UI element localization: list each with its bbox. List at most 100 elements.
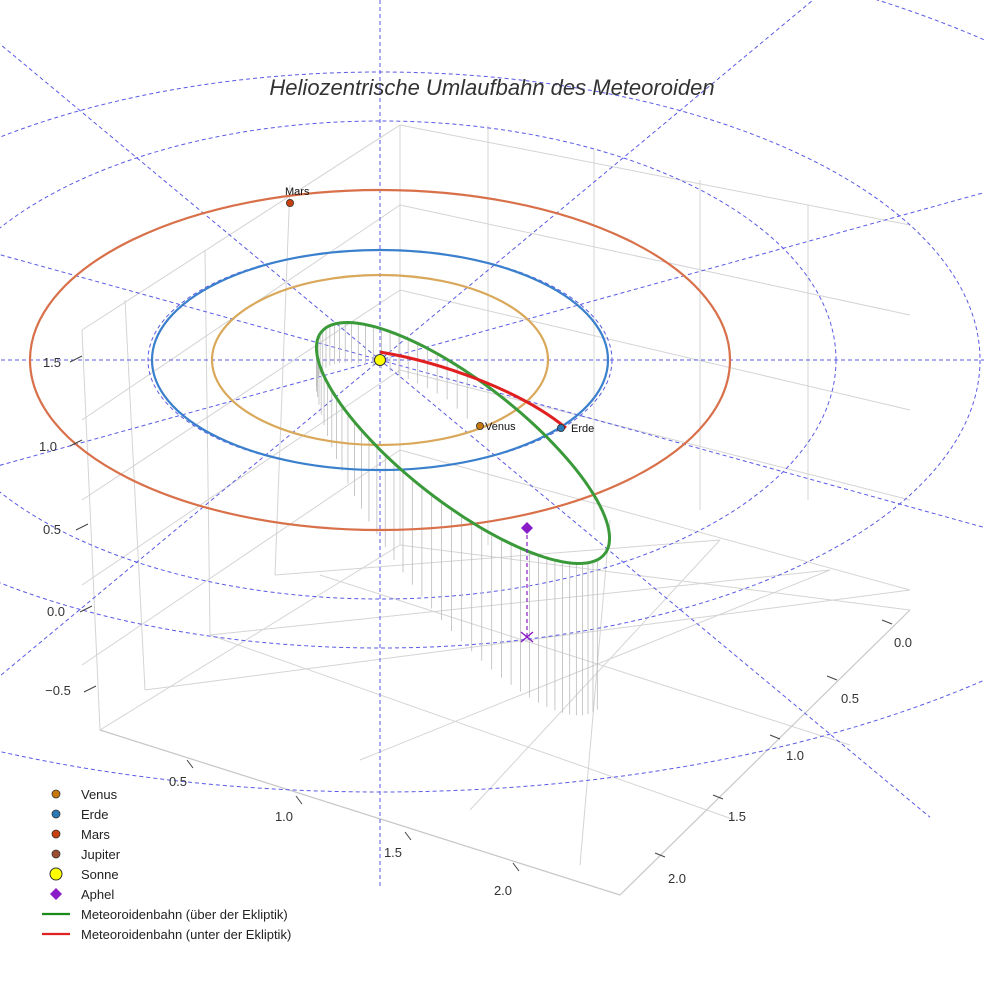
- z-tick-mark: [79, 605, 93, 613]
- y-tick-mark: [712, 794, 724, 800]
- legend-label: Aphel: [81, 887, 114, 902]
- z-tick-mark: [75, 523, 89, 531]
- z-tick-mark: [69, 439, 83, 447]
- legend-swatch-diamond: [50, 888, 62, 900]
- planet-marker-venus: [475, 421, 484, 430]
- legend-item: Aphel: [50, 887, 114, 902]
- legend-label: Sonne: [81, 867, 119, 882]
- y-axis-line: [619, 609, 911, 896]
- grid-line: [209, 569, 831, 636]
- aphelion-marker: [521, 522, 533, 534]
- aphelion-ecliptic-cross: [520, 631, 534, 643]
- grid-line: [81, 124, 401, 331]
- grid-line: [274, 184, 291, 576]
- legend-item: Meteoroidenbahn (unter der Ekliptik): [42, 927, 291, 942]
- orbit-mars: [28, 188, 732, 532]
- grid-line: [204, 249, 211, 636]
- legend-label: Venus: [81, 787, 118, 802]
- x-tick-label: 2.0: [494, 883, 512, 898]
- grid-line: [399, 289, 911, 411]
- grid-line: [81, 329, 101, 731]
- grid-line: [399, 124, 911, 226]
- z-tick-label: 0.0: [47, 604, 65, 619]
- x-tick-label: 0.5: [169, 774, 187, 789]
- x-tick-mark: [404, 831, 412, 841]
- legend-item: Meteoroidenbahn (über der Ekliptik): [42, 907, 288, 922]
- y-tick-label: 0.5: [841, 691, 859, 706]
- ecliptic-spoke: [0, 43, 931, 818]
- x-tick-mark: [186, 759, 194, 769]
- y-tick-label: 1.5: [728, 809, 746, 824]
- grid-line: [144, 589, 911, 691]
- legend-item: Mars: [51, 827, 110, 842]
- legend-label: Meteoroidenbahn (unter der Ekliptik): [81, 927, 291, 942]
- legend-item: Erde: [51, 807, 108, 822]
- legend: Venus Erde Mars Jupiter Sonne Aphel Meteoroide…: [42, 787, 291, 942]
- planet-marker-mars: [285, 198, 294, 207]
- z-tick-label: 1.5: [43, 355, 61, 370]
- grid-line: [579, 519, 611, 866]
- grid-line: [399, 449, 911, 591]
- planet-label-venus: Venus: [485, 421, 516, 433]
- orbit-venus: [210, 273, 550, 447]
- grid-line: [399, 369, 911, 501]
- planet-orbits: [28, 188, 732, 532]
- axis-box-grid: [81, 124, 911, 896]
- legend-item: Sonne: [49, 867, 119, 882]
- grid-line: [99, 544, 401, 731]
- legend-label: Meteoroidenbahn (über der Ekliptik): [81, 907, 288, 922]
- grid-line: [209, 634, 736, 821]
- chart-title: Heliozentrische Umlaufbahn des Meteoroid…: [269, 75, 714, 100]
- y-tick-label: 0.0: [894, 635, 912, 650]
- planet-marker-erde: [557, 423, 566, 432]
- z-tick-label: 0.5: [43, 522, 61, 537]
- ecliptic-ring: [0, 71, 981, 649]
- grid-line: [359, 569, 831, 761]
- x-tick-label: 1.5: [384, 845, 402, 860]
- planet-label-erde: Erde: [571, 423, 594, 435]
- meteoroid-orbit: [314, 320, 612, 566]
- legend-label: Erde: [81, 807, 108, 822]
- ecliptic-grid: [0, 0, 984, 888]
- grid-line: [81, 369, 401, 586]
- sun-marker: [374, 354, 386, 366]
- body-markers: Venus Erde Mars: [285, 186, 594, 643]
- grid-line: [319, 574, 851, 746]
- legend-swatch-sun: [49, 867, 63, 881]
- legend-swatch-dot: [51, 789, 61, 799]
- y-tick-mark: [769, 734, 781, 740]
- y-tick-mark: [826, 675, 838, 681]
- z-tick-label: −0.5: [45, 683, 71, 698]
- axis-ticks: 1.5 1.0 0.5 0.0 −0.5 0.5 1.0 1.5 2.0 0.0 0.5 1.0 1.5…: [39, 355, 912, 898]
- grid-line: [81, 289, 401, 501]
- legend-label: Mars: [81, 827, 110, 842]
- grid-line: [469, 539, 721, 811]
- x-tick-mark: [512, 862, 520, 872]
- grid-line: [81, 449, 401, 666]
- legend-swatch-dot: [51, 849, 61, 859]
- legend-swatch-dot: [51, 829, 61, 839]
- y-tick-mark: [881, 619, 893, 625]
- y-tick-mark: [654, 852, 666, 858]
- z-tick-label: 1.0: [39, 439, 57, 454]
- ecliptic-spoke: [0, 0, 814, 677]
- y-tick-label: 1.0: [786, 748, 804, 763]
- z-tick-mark: [69, 355, 83, 363]
- meteoroid-orbit-below: [379, 350, 567, 430]
- legend-swatch-dot: [51, 809, 61, 819]
- meteoroid-orbit-above: [314, 320, 612, 566]
- x-tick-mark: [295, 795, 303, 805]
- x-axis-line: [99, 729, 621, 896]
- grid-line: [124, 299, 146, 691]
- y-tick-label: 2.0: [668, 871, 686, 886]
- legend-item: Jupiter: [51, 847, 121, 862]
- meteoroid-drop-lines: [316, 322, 598, 716]
- grid-line: [399, 544, 911, 611]
- x-tick-label: 1.0: [275, 809, 293, 824]
- orbit-erde: [150, 248, 610, 472]
- legend-item: Venus: [51, 787, 118, 802]
- z-tick-mark: [83, 685, 97, 693]
- legend-label: Jupiter: [81, 847, 121, 862]
- ecliptic-ring: [0, 0, 984, 793]
